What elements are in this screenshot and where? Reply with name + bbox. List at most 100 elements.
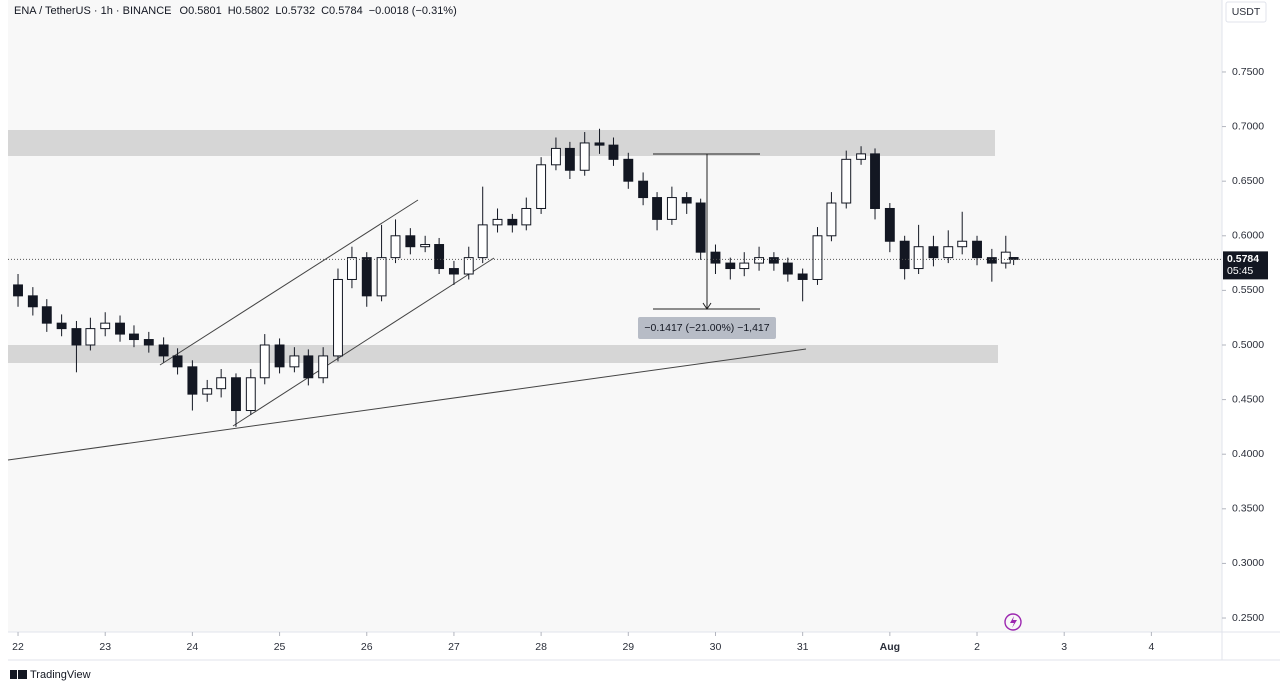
brand-logo <box>10 670 17 679</box>
candle-body <box>564 147 575 171</box>
measure-label: −0.1417 (−21.00%) −1,417 <box>644 322 769 334</box>
candle-body <box>492 218 503 226</box>
y-tick-label: 0.5500 <box>1232 284 1264 296</box>
candle-body <box>841 158 852 204</box>
measure-arrowhead <box>702 302 712 310</box>
candle-body <box>507 218 518 226</box>
candle-body <box>826 202 837 237</box>
candle-body <box>289 355 300 368</box>
x-tick-label: 26 <box>361 641 373 653</box>
candle-body <box>274 344 285 368</box>
candle-body <box>638 180 649 199</box>
x-tick-label: 2 <box>974 641 980 653</box>
x-tick-label: 25 <box>274 641 286 653</box>
candle-body <box>666 197 677 220</box>
y-tick-label: 0.4000 <box>1232 448 1264 460</box>
candle-body <box>652 197 663 220</box>
ohlc-value: H0.5802 <box>228 5 270 17</box>
candle-body <box>346 257 357 280</box>
y-tick-label: 0.6500 <box>1232 175 1264 187</box>
x-tick-label: 29 <box>622 641 634 653</box>
candle-body <box>405 235 416 248</box>
candles <box>13 128 1019 427</box>
candle-body <box>623 158 634 182</box>
candle-body <box>739 262 750 270</box>
candle-body <box>856 153 867 160</box>
y-tick-label: 0.3000 <box>1232 557 1264 569</box>
candle-body <box>361 257 372 297</box>
candle-body <box>202 388 213 395</box>
candle-body <box>56 322 67 330</box>
candle-body <box>536 164 547 209</box>
candle-body <box>463 257 474 275</box>
candle-body <box>420 244 431 248</box>
candle-body <box>259 344 270 379</box>
candle-body <box>870 153 880 209</box>
trend-line <box>7 348 807 461</box>
x-tick-label: 3 <box>1061 641 1067 653</box>
last-price-label: 0.5784 <box>1227 253 1259 265</box>
y-tick-label: 0.4500 <box>1232 393 1264 405</box>
candle-body <box>768 257 779 264</box>
candle-body <box>71 328 82 346</box>
ohlc-value: C0.5784 <box>321 5 363 17</box>
candle-body <box>158 344 169 357</box>
candle-body <box>957 240 968 248</box>
candle-body <box>782 262 793 275</box>
candle-body <box>710 251 721 264</box>
brand-logo <box>18 670 27 679</box>
candle-body <box>245 377 256 412</box>
candle-body <box>695 202 706 253</box>
candle-body <box>608 144 619 160</box>
y-tick-label: 0.5000 <box>1232 339 1264 351</box>
candle-body <box>13 284 23 297</box>
candle-body <box>333 278 343 357</box>
candle-body <box>318 355 329 379</box>
support-zone <box>8 345 998 363</box>
candle-body <box>812 235 823 280</box>
channel-lower <box>232 257 495 427</box>
alert-icon[interactable] <box>1004 613 1022 631</box>
candle-body <box>521 207 532 226</box>
x-tick-label: 30 <box>710 641 722 653</box>
ohlc-value: O0.5801 <box>180 5 222 17</box>
candle-body <box>376 257 387 297</box>
x-tick-label: 28 <box>535 641 547 653</box>
candle-body <box>85 328 96 346</box>
candle-body <box>681 197 692 204</box>
candle-body <box>928 246 939 259</box>
plot-background <box>8 0 1222 632</box>
resistance-zone <box>8 130 995 156</box>
candle-body <box>477 224 488 259</box>
x-tick-label: 31 <box>797 641 809 653</box>
candle-body <box>594 142 605 146</box>
candle-body <box>550 147 561 166</box>
measure-box <box>638 317 776 339</box>
y-tick-label: 0.6000 <box>1232 230 1264 242</box>
currency-label: USDT <box>1232 6 1261 18</box>
y-tick-label: 0.2500 <box>1232 612 1264 624</box>
candle-body <box>172 355 183 368</box>
candle-body <box>434 244 445 270</box>
channel-upper <box>159 199 419 366</box>
symbol-title: ENA / TetherUS · 1h · BINANCE <box>14 5 172 17</box>
alert-bolt <box>1010 616 1017 628</box>
candle-body <box>913 246 924 270</box>
x-tick-label: 27 <box>448 641 460 653</box>
x-tick-label: Aug <box>880 641 900 653</box>
candle-body <box>797 273 808 280</box>
ohlc-value: L0.5732 <box>275 5 315 17</box>
candle-body <box>231 377 241 412</box>
x-tick-label: 22 <box>12 641 24 653</box>
candle-body <box>725 262 736 270</box>
candle-body <box>100 322 111 330</box>
ohlc-value: −0.0018 (−0.31%) <box>369 5 457 17</box>
candle-body <box>115 322 125 335</box>
y-tick-label: 0.7500 <box>1232 66 1264 78</box>
candle-body <box>187 366 198 395</box>
y-tick-label: 0.3500 <box>1232 503 1264 515</box>
brand-name: TradingView <box>30 669 91 681</box>
currency-box <box>1225 1 1267 23</box>
